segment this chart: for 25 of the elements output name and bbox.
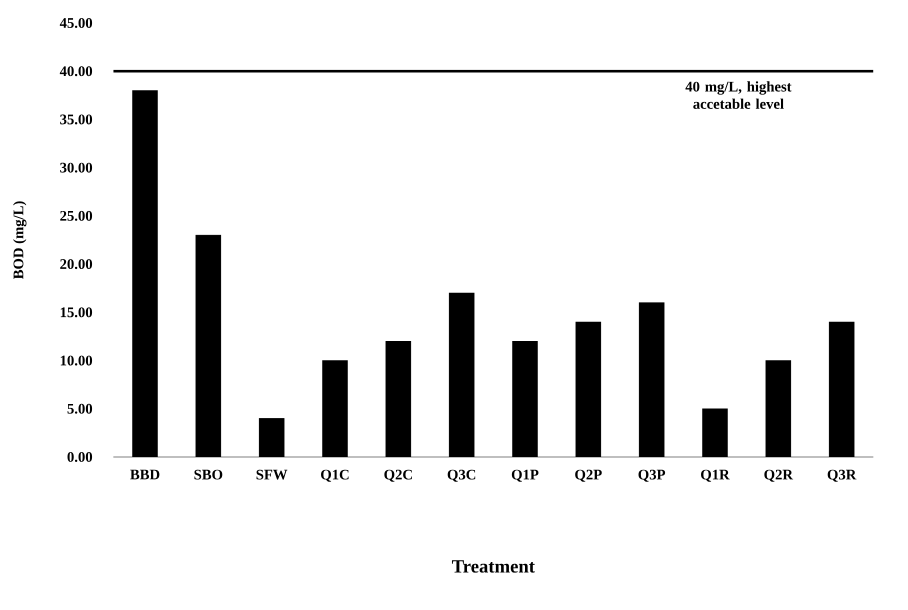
x-tick-label: SFW xyxy=(256,470,288,480)
x-tick-label: Q2R xyxy=(764,470,794,482)
x-tick-label: Q3R xyxy=(828,470,856,482)
y-tick-label: 15.00 xyxy=(60,307,92,318)
x-tick-label: SBO xyxy=(194,470,222,480)
y-tick-label: 40.00 xyxy=(60,66,92,76)
y-tick-label: 0.00 xyxy=(68,452,92,462)
y-tick-label: 30.00 xyxy=(60,162,92,173)
y-tick-label: 35.00 xyxy=(60,114,92,124)
x-tick-label: Q3C xyxy=(448,470,476,482)
y-tick-label: 10.00 xyxy=(60,356,92,366)
y-axis-title: BOD (mg/L) xyxy=(13,201,26,280)
x-tick-label: Q1P xyxy=(512,470,538,482)
x-tick-label: BBD xyxy=(130,470,160,480)
ref-line-label: 40 mg/L, highest accetable level xyxy=(685,81,792,109)
y-tick-label: 20.00 xyxy=(60,259,92,270)
y-tick-label: 25.00 xyxy=(60,210,92,221)
x-axis-title: Treatment xyxy=(452,560,535,573)
x-tick-label: Q1R xyxy=(701,470,730,482)
x-tick-label: Q2C xyxy=(384,470,412,482)
x-tick-label: Q1C xyxy=(321,470,349,482)
y-tick-label: 5.00 xyxy=(68,404,92,414)
x-tick-label: Q3P xyxy=(638,470,666,482)
x-tick-label: Q2P xyxy=(575,470,602,482)
y-tick-label: 45.00 xyxy=(60,18,92,28)
